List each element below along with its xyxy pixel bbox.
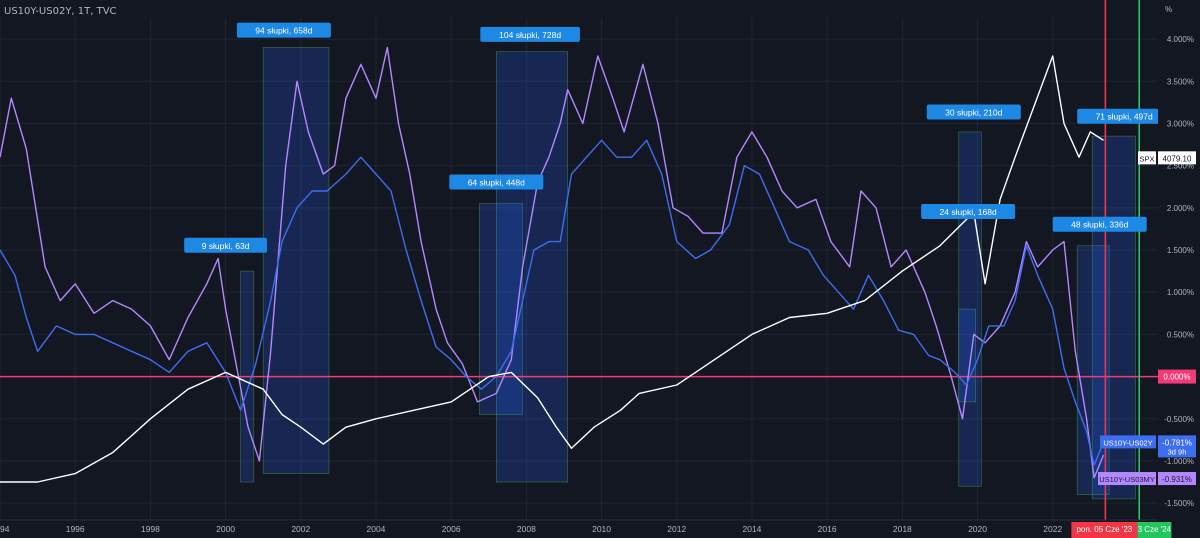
y-tick-label: 3.000% (1167, 119, 1194, 128)
x-tick-label: 2010 (592, 524, 611, 534)
date-range-box (958, 308, 976, 403)
range-label-box (1077, 108, 1172, 124)
series-line-us10y-us03my (0, 46, 1105, 479)
axis-unit-label: % (1165, 5, 1172, 14)
y-tick-label: -1.500% (1164, 499, 1194, 508)
range-label-box (449, 174, 544, 190)
range-label-text: 24 słupki, 168d (940, 207, 997, 217)
range-label-box (1052, 216, 1147, 232)
date-marker-label: 3 Cze '24 (1138, 525, 1172, 534)
range-label-text: 104 słupki, 728d (499, 30, 561, 40)
spx-name-label: SPX (1139, 154, 1154, 163)
zero-line-label-box (1158, 369, 1196, 384)
spx-name-box (1138, 151, 1156, 165)
series-line-spx (0, 55, 1104, 483)
date-marker-box (1137, 522, 1172, 538)
y-tick-label: 0.500% (1167, 330, 1194, 339)
date-range-box (1076, 245, 1110, 495)
series-countdown-label: 3d 9h (1168, 447, 1187, 456)
series-line-us10y-us02y (0, 139, 1105, 466)
series-name-label: US10Y-US02Y (1103, 438, 1152, 447)
series-value-box (1158, 472, 1196, 486)
y-tick-label: 4.000% (1167, 35, 1194, 44)
range-label-text: 64 słupki, 448d (468, 178, 525, 188)
range-label-box (184, 237, 267, 253)
date-range-box (479, 203, 523, 415)
date-marker-box (1071, 522, 1138, 538)
x-tick-label: 2004 (367, 524, 386, 534)
chart-title: US10Y-US02Y, 1T, TVC (4, 6, 117, 17)
x-tick-label: 2008 (517, 524, 536, 534)
x-tick-label: 2002 (291, 524, 310, 534)
range-label-text: 94 słupki, 658d (255, 26, 312, 36)
x-tick-label: 2014 (742, 524, 761, 534)
x-tick-label: 1996 (66, 524, 85, 534)
y-tick-label: -0.500% (1164, 415, 1194, 424)
date-range-box (262, 47, 330, 474)
spx-value-box (1158, 151, 1196, 165)
spx-value-label: 4079.10 (1163, 154, 1192, 163)
x-tick-label: 2000 (216, 524, 235, 534)
date-marker-label: pon. 05 Cze '23 (1076, 525, 1132, 534)
series-value-box (1158, 435, 1196, 458)
x-tick-label: 2012 (667, 524, 686, 534)
series-value-label: -0.931% (1162, 475, 1192, 484)
range-label-text: 48 słupki, 336d (1071, 220, 1128, 230)
x-tick-label: 2006 (442, 524, 461, 534)
y-tick-label: 1.500% (1167, 246, 1194, 255)
y-tick-label: 2.500% (1167, 162, 1194, 171)
x-tick-label: 2020 (968, 524, 987, 534)
x-tick-label: 1994 (0, 524, 10, 534)
x-tick-label: 2016 (818, 524, 837, 534)
x-tick-label: 2018 (893, 524, 912, 534)
y-tick-label: 2.000% (1167, 204, 1194, 213)
range-label-text: 9 słupki, 63d (202, 241, 250, 251)
y-tick-label: 1.000% (1167, 288, 1194, 297)
range-label-text: 71 słupki, 497d (1096, 112, 1153, 122)
x-tick-label: 1998 (141, 524, 160, 534)
zero-line-label: 0.000% (1163, 373, 1190, 382)
bottom-axis-bg (0, 520, 1200, 538)
x-tick-label: 2022 (1043, 524, 1062, 534)
series-name-label: US10Y-US03MY (1099, 475, 1155, 484)
range-label-box (921, 204, 1016, 220)
range-label-text: 30 słupki, 210d (945, 107, 1002, 117)
series-name-box (1098, 472, 1156, 486)
range-label-box (236, 22, 331, 38)
series-value-label: -0.781% (1162, 438, 1192, 447)
range-label-box (480, 26, 580, 42)
range-label-box (926, 104, 1021, 120)
date-range-box (495, 51, 569, 483)
y-tick-label: 3.500% (1167, 77, 1194, 86)
y-tick-label: -1.000% (1164, 457, 1194, 466)
series-name-box (1100, 435, 1156, 449)
